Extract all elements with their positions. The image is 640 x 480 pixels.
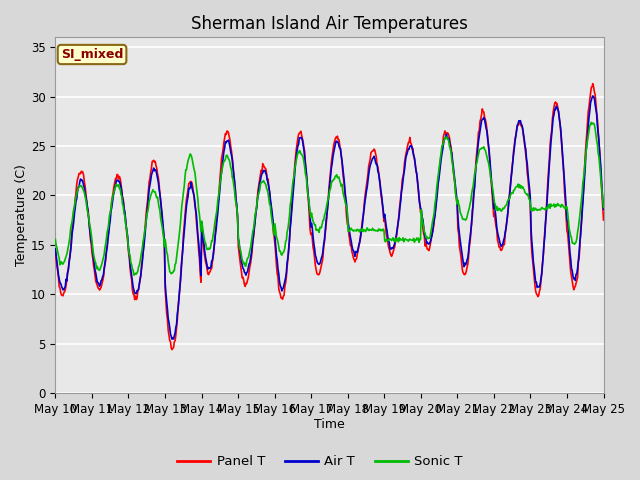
Sonic T bbox=[588, 120, 595, 125]
Sonic T bbox=[52, 237, 60, 242]
Sonic T bbox=[61, 256, 69, 262]
Panel T bbox=[397, 194, 404, 200]
Line: Sonic T: Sonic T bbox=[56, 122, 604, 275]
Panel T bbox=[589, 81, 596, 86]
Y-axis label: Temperature (C): Temperature (C) bbox=[15, 164, 28, 266]
Sonic T bbox=[174, 241, 182, 247]
Line: Air T: Air T bbox=[56, 96, 604, 339]
Line: Panel T: Panel T bbox=[56, 84, 604, 349]
X-axis label: Time: Time bbox=[314, 419, 345, 432]
Panel T bbox=[52, 247, 60, 253]
Text: SI_mixed: SI_mixed bbox=[61, 48, 124, 61]
Panel T bbox=[600, 217, 607, 223]
Air T bbox=[52, 246, 60, 252]
Panel T bbox=[174, 304, 182, 310]
Sonic T bbox=[413, 235, 420, 241]
Air T bbox=[61, 284, 69, 289]
Panel T bbox=[118, 187, 125, 193]
Air T bbox=[204, 263, 211, 268]
Air T bbox=[589, 93, 596, 99]
Title: Sherman Island Air Temperatures: Sherman Island Air Temperatures bbox=[191, 15, 468, 33]
Panel T bbox=[168, 347, 176, 352]
Air T bbox=[413, 171, 420, 177]
Air T bbox=[397, 198, 404, 204]
Sonic T bbox=[397, 236, 404, 242]
Air T bbox=[118, 189, 125, 194]
Panel T bbox=[61, 287, 69, 293]
Sonic T bbox=[600, 204, 607, 210]
Legend: Panel T, Air T, Sonic T: Panel T, Air T, Sonic T bbox=[172, 450, 468, 473]
Panel T bbox=[204, 266, 211, 272]
Sonic T bbox=[118, 193, 125, 199]
Air T bbox=[168, 336, 176, 342]
Air T bbox=[600, 206, 607, 212]
Sonic T bbox=[204, 247, 211, 252]
Sonic T bbox=[130, 272, 138, 278]
Panel T bbox=[413, 171, 420, 177]
Air T bbox=[174, 306, 182, 312]
